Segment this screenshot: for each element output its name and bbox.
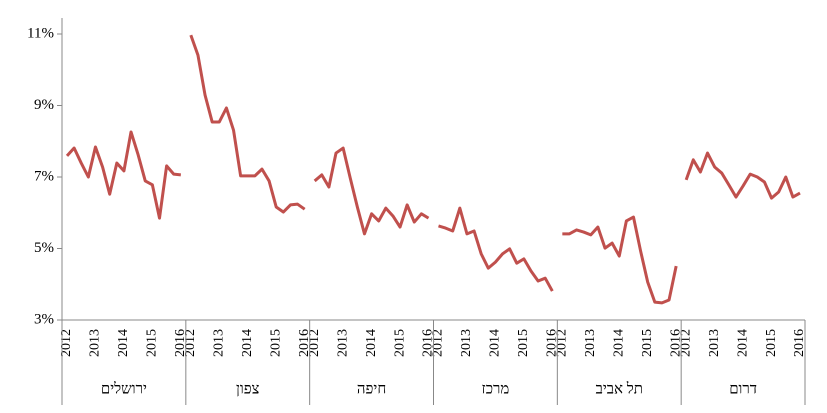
- x-tick-label: 2012: [183, 329, 198, 357]
- y-tick-label: 3%: [34, 311, 54, 327]
- region-label: צפון: [236, 381, 260, 397]
- x-tick-label: 2014: [240, 329, 255, 357]
- line: [65, 130, 181, 220]
- x-tick-label: 2015: [516, 329, 531, 357]
- x-tick-label: 2013: [459, 329, 474, 357]
- region-label: ירושלים: [101, 380, 147, 397]
- line: [313, 146, 430, 236]
- x-tick-label: 2014: [116, 329, 131, 357]
- x-tick-label: 2015: [268, 329, 283, 357]
- x-tick-label: 2016: [421, 329, 436, 357]
- line: [438, 206, 554, 292]
- x-tick-label: 2013: [212, 329, 227, 357]
- line: [684, 151, 801, 200]
- region-label: חיפה: [357, 381, 386, 397]
- x-tick-label: 2015: [145, 329, 160, 357]
- y-tick-label: 11%: [27, 25, 54, 41]
- x-tick-label: 2014: [488, 329, 503, 357]
- x-tick-label: 2016: [297, 329, 312, 357]
- x-tick-label: 2016: [173, 329, 188, 357]
- x-tick-label: 2015: [392, 329, 407, 357]
- y-tick-label: 7%: [34, 168, 54, 184]
- line: [189, 34, 306, 214]
- x-tick-label: 2016: [545, 329, 560, 357]
- x-tick-label: 2012: [678, 329, 693, 357]
- x-tick-label: 2014: [735, 329, 750, 357]
- x-tick-label: 2015: [640, 329, 655, 357]
- region-label: מרכז: [482, 381, 510, 397]
- x-tick-label: 2012: [555, 329, 570, 357]
- x-tick-label: 2012: [431, 329, 446, 357]
- x-tick-label: 2013: [335, 329, 350, 357]
- x-tick-label: 2013: [583, 329, 598, 357]
- y-tick-label: 9%: [34, 97, 54, 113]
- x-tick-label: 2014: [611, 329, 626, 357]
- x-tick-label: 2014: [364, 329, 379, 357]
- x-tick-label: 2012: [307, 329, 322, 357]
- x-tick-label: 2016: [792, 329, 807, 357]
- x-tick-label: 2013: [88, 329, 103, 357]
- y-tick-label: 5%: [34, 240, 54, 256]
- x-tick-label: 2015: [764, 329, 779, 357]
- x-tick-label: 2012: [59, 329, 74, 357]
- line: [562, 215, 678, 305]
- x-tick-label: 2013: [707, 329, 722, 357]
- region-label: תל אביב: [596, 380, 643, 397]
- x-tick-label: 2016: [668, 329, 683, 357]
- region-label: דרום: [729, 381, 757, 397]
